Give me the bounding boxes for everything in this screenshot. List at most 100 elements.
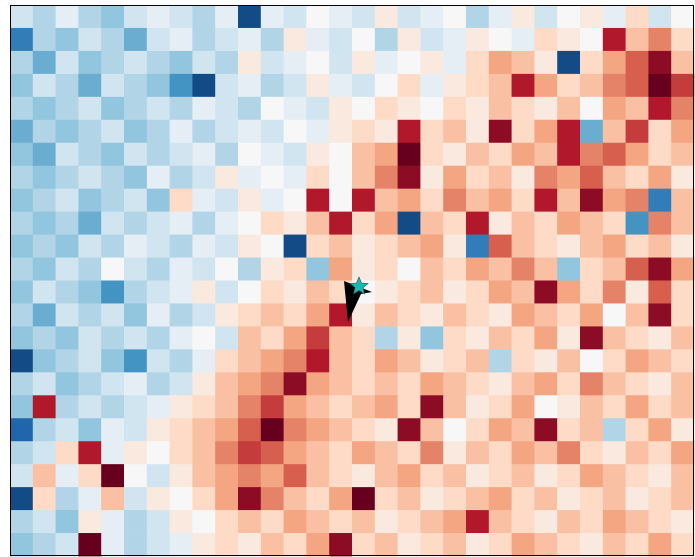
heatmap-cell [261, 28, 284, 51]
heatmap-cell [512, 51, 535, 74]
heatmap-cell [398, 464, 421, 487]
heatmap-cell [603, 5, 626, 28]
heatmap-cell [78, 97, 101, 120]
heatmap-cell [147, 166, 170, 189]
heatmap-cell [124, 418, 147, 441]
heatmap-cell [534, 326, 557, 349]
heatmap-cell [626, 487, 649, 510]
heatmap-cell [170, 28, 193, 51]
heatmap-cell [215, 189, 238, 212]
heatmap-cell [352, 510, 375, 533]
heatmap-cell [284, 281, 307, 304]
heatmap-cell [420, 166, 443, 189]
heatmap-cell [10, 5, 33, 28]
heatmap-cell [557, 120, 580, 143]
heatmap-cell [306, 349, 329, 372]
heatmap-cell [580, 533, 603, 556]
heatmap-cell [78, 510, 101, 533]
heatmap-cell [56, 441, 79, 464]
heatmap-cell [580, 189, 603, 212]
heatmap-cell [534, 533, 557, 556]
heatmap-cell [192, 464, 215, 487]
heatmap-cell [375, 258, 398, 281]
heatmap-cell [124, 189, 147, 212]
heatmap-cell [443, 395, 466, 418]
heatmap-cell [420, 418, 443, 441]
heatmap-cell [671, 281, 694, 304]
heatmap-cell [352, 326, 375, 349]
heatmap-cell [420, 372, 443, 395]
heatmap-cell [306, 326, 329, 349]
heatmap-cell [398, 97, 421, 120]
heatmap-cell [284, 464, 307, 487]
heatmap-cell [352, 5, 375, 28]
heatmap-cell [352, 349, 375, 372]
heatmap-cell [101, 372, 124, 395]
heatmap-cell [352, 441, 375, 464]
heatmap-cell [238, 418, 261, 441]
heatmap-cell [261, 418, 284, 441]
heatmap-cell [443, 212, 466, 235]
heatmap-cell [512, 349, 535, 372]
heatmap-cell [261, 189, 284, 212]
heatmap-cell [375, 212, 398, 235]
heatmap-cell [78, 212, 101, 235]
heatmap-cell [603, 143, 626, 166]
heatmap-cell [33, 74, 56, 97]
heatmap-cell [648, 28, 671, 51]
heatmap-cell [420, 143, 443, 166]
heatmap-cell [443, 281, 466, 304]
heatmap-cell [398, 281, 421, 304]
heatmap-cell [147, 281, 170, 304]
heatmap-cell [466, 441, 489, 464]
heatmap-cell [420, 28, 443, 51]
heatmap-cell [170, 395, 193, 418]
heatmap-cell [329, 212, 352, 235]
heatmap-cell [603, 326, 626, 349]
heatmap-cell [352, 303, 375, 326]
heatmap-cell [512, 281, 535, 304]
heatmap-cell [192, 51, 215, 74]
heatmap-cell [352, 464, 375, 487]
heatmap-cell [671, 51, 694, 74]
heatmap-cell [512, 326, 535, 349]
heatmap-cell [101, 464, 124, 487]
heatmap-cell [648, 395, 671, 418]
heatmap-cell [306, 281, 329, 304]
heatmap-cell [238, 510, 261, 533]
heatmap-cell [192, 74, 215, 97]
heatmap-cell [238, 303, 261, 326]
heatmap-cell [170, 166, 193, 189]
heatmap-cell [192, 143, 215, 166]
heatmap-cell [580, 5, 603, 28]
heatmap-cell [10, 418, 33, 441]
heatmap-cell [603, 97, 626, 120]
heatmap-cell [398, 212, 421, 235]
heatmap-cell [261, 487, 284, 510]
heatmap-cell [329, 258, 352, 281]
heatmap-cell [648, 510, 671, 533]
heatmap-cell [329, 189, 352, 212]
heatmap-cell [261, 212, 284, 235]
heatmap-cell [170, 120, 193, 143]
heatmap-cell [56, 120, 79, 143]
heatmap-cell [375, 97, 398, 120]
heatmap-cell [284, 212, 307, 235]
heatmap-cell [443, 189, 466, 212]
heatmap-cell [375, 487, 398, 510]
heatmap-cell [101, 120, 124, 143]
heatmap-cell [603, 212, 626, 235]
heatmap-cell [215, 120, 238, 143]
heatmap-cell [648, 303, 671, 326]
heatmap-cell [101, 143, 124, 166]
heatmap-cell [238, 372, 261, 395]
heatmap-cell [56, 51, 79, 74]
heatmap-cell [284, 51, 307, 74]
heatmap-cell [443, 28, 466, 51]
heatmap-cell [557, 487, 580, 510]
heatmap-cell [33, 212, 56, 235]
heatmap-cell [580, 487, 603, 510]
heatmap-cell [215, 487, 238, 510]
heatmap-cell [466, 189, 489, 212]
heatmap-cell [626, 212, 649, 235]
